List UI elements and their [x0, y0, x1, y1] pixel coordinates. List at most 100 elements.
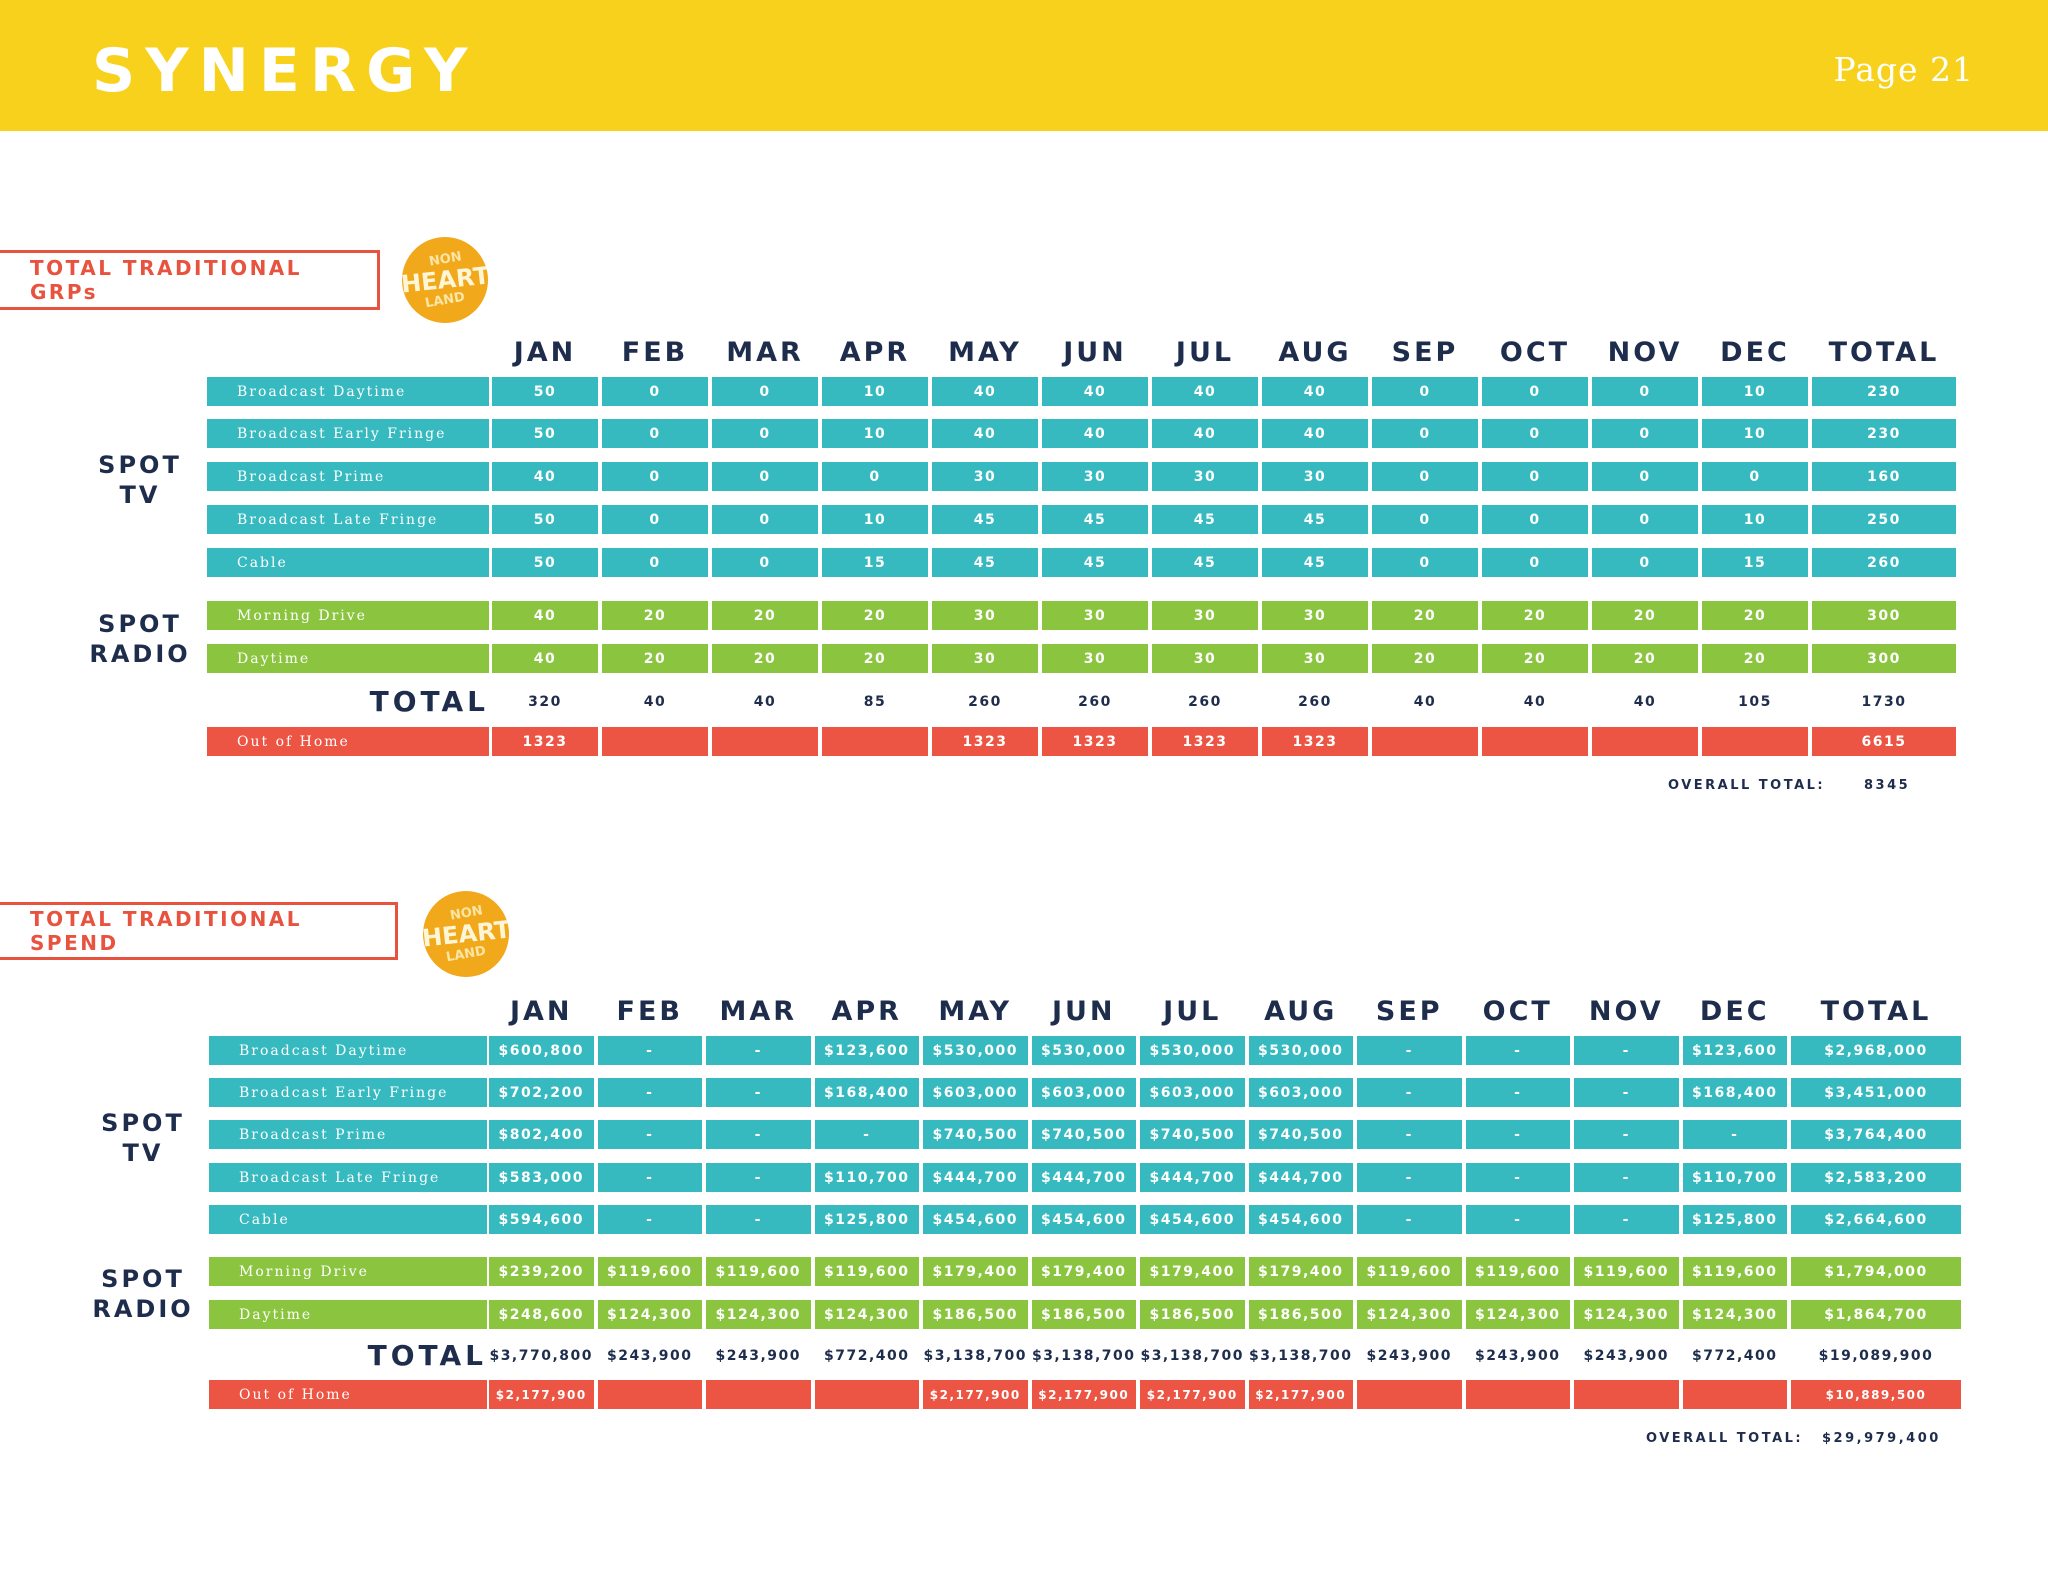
table-cell: $119,600	[1465, 1257, 1570, 1286]
month-header-aug: AUG	[1264, 996, 1338, 1027]
table-cell: 40	[492, 644, 598, 673]
table-cell: $110,700	[814, 1163, 919, 1192]
table-cell: 230	[1812, 419, 1956, 448]
month-header-apr: APR	[839, 337, 911, 368]
table-cell: 0	[712, 548, 818, 577]
table-cell: -	[1357, 1163, 1462, 1192]
table-cell: $802,400	[489, 1120, 594, 1149]
table-cell: 0	[712, 505, 818, 534]
table-cell: $110,700	[1682, 1163, 1787, 1192]
table-cell: 20	[1592, 644, 1698, 673]
total-cell: 260	[1078, 693, 1112, 710]
ooh-cell: $2,177,900	[1248, 1380, 1353, 1409]
ooh-cell: 1323	[1042, 727, 1148, 756]
table-cell: $123,600	[814, 1036, 919, 1065]
row-label: Broadcast Late Fringe	[207, 505, 489, 534]
table-cell: 30	[1042, 644, 1148, 673]
row-label: Broadcast Prime	[207, 462, 489, 491]
month-header-total: TOTAL	[1828, 337, 1940, 368]
month-header-sep: SEP	[1375, 996, 1443, 1027]
table-cell: 45	[1152, 505, 1258, 534]
row-label: Morning Drive	[207, 601, 489, 630]
table-cell: -	[814, 1120, 919, 1149]
ooh-cell	[602, 727, 708, 756]
total-cell: 260	[1298, 693, 1332, 710]
table-cell: -	[1357, 1078, 1462, 1107]
table-cell: -	[1574, 1163, 1679, 1192]
table-cell: $444,700	[1248, 1163, 1353, 1192]
table-cell: -	[706, 1078, 811, 1107]
table-cell: 40	[1042, 419, 1148, 448]
total-cell: $3,770,800	[489, 1347, 594, 1364]
table-cell: 30	[1262, 644, 1368, 673]
overall-total-label: OVERALL TOTAL:	[1646, 1431, 1804, 1446]
table-cell: 30	[1262, 462, 1368, 491]
table-cell: -	[1465, 1078, 1570, 1107]
table-cell: $603,000	[923, 1078, 1028, 1107]
table-cell: -	[1574, 1036, 1679, 1065]
ooh-cell	[814, 1380, 919, 1409]
table-cell: $119,600	[814, 1257, 919, 1286]
table-cell: 45	[1042, 548, 1148, 577]
table-cell: -	[1574, 1205, 1679, 1234]
month-header-apr: APR	[831, 996, 902, 1027]
overall-total-value: 8345	[1864, 778, 1911, 793]
table-cell: $1,864,700	[1791, 1300, 1961, 1329]
table-cell: -	[1357, 1036, 1462, 1065]
table-cell: 30	[1152, 644, 1258, 673]
table-cell: 0	[1592, 377, 1698, 406]
table-cell: $2,664,600	[1791, 1205, 1961, 1234]
total-cell: 105	[1738, 693, 1772, 710]
table-cell: 260	[1812, 548, 1956, 577]
table-cell: 30	[1152, 601, 1258, 630]
table-cell: -	[706, 1036, 811, 1065]
table-cell: 20	[822, 601, 928, 630]
table-cell: -	[1574, 1078, 1679, 1107]
row-label: Cable	[209, 1205, 487, 1234]
month-header-dec: DEC	[1699, 996, 1770, 1027]
table-cell: 20	[1372, 601, 1478, 630]
row-label-out-of-home: Out of Home	[207, 727, 489, 756]
total-cell: 260	[1188, 693, 1222, 710]
table-cell: 10	[822, 505, 928, 534]
table-cell: $3,764,400	[1791, 1120, 1961, 1149]
table-cell: 40	[1262, 377, 1368, 406]
table-cell: 20	[1702, 644, 1808, 673]
table-cell: -	[1357, 1205, 1462, 1234]
table-cell: $740,500	[1140, 1120, 1245, 1149]
table-cell: 0	[1372, 377, 1478, 406]
table-cell: $186,500	[1031, 1300, 1136, 1329]
table-cell: 10	[1702, 377, 1808, 406]
table-cell: $124,300	[1682, 1300, 1787, 1329]
table-cell: -	[597, 1163, 702, 1192]
table-cell: $124,300	[1465, 1300, 1570, 1329]
table-cell: 0	[822, 462, 928, 491]
table-cell: $119,600	[597, 1257, 702, 1286]
table-cell: $583,000	[489, 1163, 594, 1192]
month-header-nov: NOV	[1607, 337, 1683, 368]
month-header-total: TOTAL	[1820, 996, 1932, 1027]
table-cell: $530,000	[1140, 1036, 1245, 1065]
table-cell: 15	[822, 548, 928, 577]
table-cell: 0	[1372, 548, 1478, 577]
table-cell: 50	[492, 548, 598, 577]
table-cell: 0	[1372, 505, 1478, 534]
ooh-cell: $2,177,900	[1140, 1380, 1245, 1409]
ooh-cell	[1482, 727, 1588, 756]
total-cell: $772,400	[823, 1347, 910, 1364]
table-cell: 15	[1702, 548, 1808, 577]
table-cell: 0	[1702, 462, 1808, 491]
table-cell: -	[1465, 1163, 1570, 1192]
table-cell: $2,583,200	[1791, 1163, 1961, 1192]
overall-total-value: $29,979,400	[1822, 1431, 1941, 1446]
ooh-cell	[1682, 1380, 1787, 1409]
month-header-aug: AUG	[1278, 337, 1352, 368]
table-cell: 0	[1592, 505, 1698, 534]
row-label: Broadcast Prime	[209, 1120, 487, 1149]
table-cell: $125,800	[1682, 1205, 1787, 1234]
table-cell: $600,800	[489, 1036, 594, 1065]
total-cell: 40	[1523, 693, 1547, 710]
month-header-jan: JAN	[509, 996, 573, 1027]
total-cell: $772,400	[1691, 1347, 1778, 1364]
month-header-feb: FEB	[621, 337, 689, 368]
